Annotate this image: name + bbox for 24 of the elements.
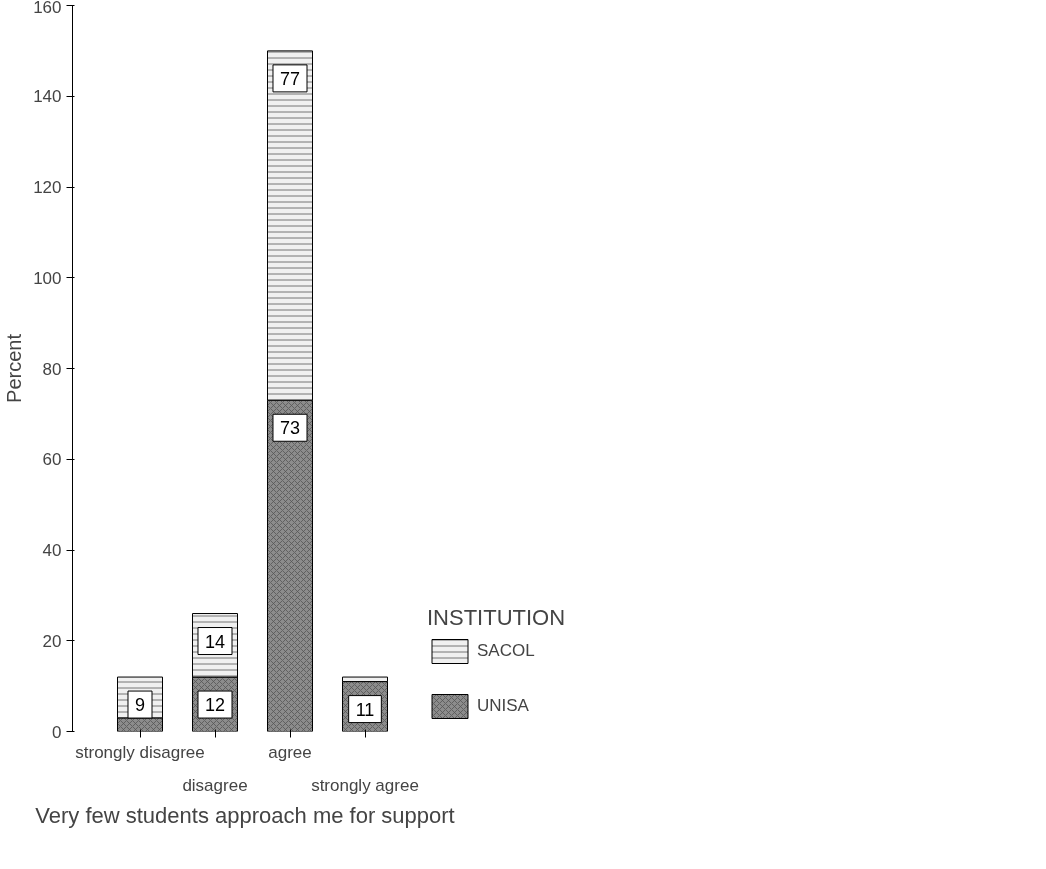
- x-tick-label: strongly agree: [311, 775, 419, 795]
- x-tick-label: disagree: [182, 775, 248, 795]
- data-label: 77: [279, 68, 301, 89]
- data-label: 9: [134, 695, 146, 716]
- legend-title: INSTITUTION: [427, 605, 566, 631]
- y-tick-label: 140: [33, 87, 62, 107]
- y-tick-label: 60: [42, 450, 62, 470]
- legend-label: UNISA: [477, 696, 529, 716]
- y-tick-label: 0: [52, 722, 62, 742]
- y-tick-label: 120: [33, 178, 62, 197]
- data-label: 12: [204, 695, 226, 716]
- x-axis-title: Very few students approach me for support: [35, 802, 455, 828]
- y-axis-title: Percent: [3, 333, 26, 403]
- x-tick-label: strongly disagree: [75, 742, 205, 762]
- y-tick-label: 100: [33, 268, 62, 288]
- x-tick-label: agree: [268, 742, 312, 762]
- y-tick-label: 80: [42, 359, 62, 379]
- legend-label: SACOL: [477, 641, 535, 661]
- y-tick-label: 40: [42, 541, 62, 560]
- y-tick-label: 20: [42, 631, 62, 651]
- data-label: 14: [204, 631, 226, 652]
- data-label: 73: [279, 418, 301, 439]
- data-label: 11: [355, 699, 375, 720]
- y-tick-label: 160: [33, 0, 62, 17]
